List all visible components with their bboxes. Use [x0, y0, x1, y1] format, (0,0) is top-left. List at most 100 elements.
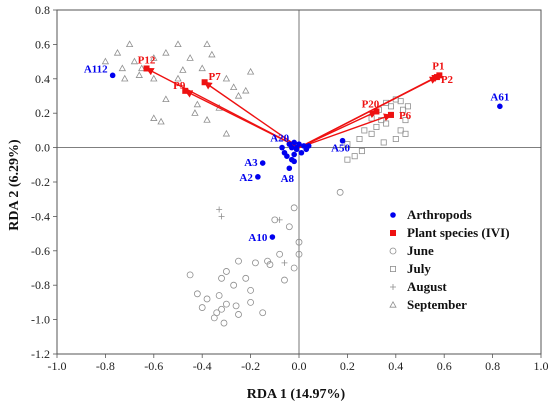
arthropod-point-labeled: [286, 165, 293, 172]
june-sample-point: [222, 268, 230, 275]
x-tick-label: 0.6: [437, 359, 452, 373]
legend-label: Plant species (IVI): [407, 225, 510, 240]
july-sample-point: [368, 130, 375, 137]
y-tick-label: -0.8: [31, 278, 50, 292]
plant-label: P20: [362, 98, 380, 110]
july-sample-point: [356, 135, 363, 142]
y-axis-title: RDA 2 (6.29%): [7, 139, 22, 231]
september-sample-point: [179, 66, 187, 73]
june-sample-point: [230, 281, 238, 289]
june-sample-point: [198, 304, 206, 311]
arthropod-point-labeled: [497, 103, 503, 110]
plant-vectors: [143, 65, 443, 149]
x-tick-label: -0.4: [193, 359, 212, 373]
plant-vector-arrow: [298, 110, 378, 149]
august-sample-point: [276, 216, 283, 223]
arthropod-label: A20: [270, 132, 289, 144]
x-tick-label: 0.4: [388, 359, 403, 373]
plant-vector-arrow: [298, 76, 438, 149]
y-tick-label: 0.0: [35, 141, 50, 155]
arthropod-point: [291, 158, 297, 165]
y-tick-label: -0.6: [31, 244, 50, 258]
x-tick-label: 0.0: [292, 359, 307, 373]
june-sample-point: [281, 276, 288, 284]
arthropod-point: [305, 143, 312, 149]
september-sample-point: [130, 57, 139, 65]
plant-vector-arrow: [298, 113, 392, 149]
june-sample-point: [235, 311, 242, 318]
june-sample-point: [218, 305, 225, 313]
august-sample-point: [216, 206, 223, 213]
x-tick-label: 0.8: [485, 359, 500, 373]
september-sample-point: [138, 64, 146, 72]
september-sample-point: [162, 48, 170, 56]
arthropod-point: [293, 144, 300, 151]
y-tick-label: -1.0: [31, 313, 50, 327]
june-sample-point: [215, 292, 223, 299]
june-sample-point: [290, 264, 298, 272]
september-sample-point: [101, 57, 110, 65]
y-tick-label: -1.2: [31, 347, 50, 361]
august-sample-point: [218, 213, 225, 220]
july-sample-point: [397, 98, 404, 105]
arthropod-point: [291, 151, 297, 158]
arthropod-point-labeled: [109, 72, 116, 79]
legend-marker: [389, 265, 396, 272]
legend-marker: [389, 300, 397, 308]
arthropod-label: A50: [331, 143, 350, 155]
legend: Arthropods Plant species (IVI) June July Aug…: [389, 207, 510, 312]
july-sample-point: [387, 103, 394, 110]
june-sample-point: [218, 274, 225, 282]
june-sample-point: [266, 261, 274, 268]
plant-vector-tip: [387, 111, 394, 118]
arthropod-point: [298, 149, 305, 156]
september-sample-point: [125, 40, 134, 47]
legend-marker: [389, 247, 397, 255]
june-sample-point: [276, 250, 284, 258]
september-sample-point: [157, 117, 165, 125]
september-sample-point: [150, 74, 158, 82]
june-sample-point: [193, 290, 201, 298]
september-sample-point: [162, 95, 170, 103]
july-sample-point: [344, 156, 351, 163]
september-sample-point: [174, 74, 182, 82]
plant-label: P7: [209, 71, 222, 83]
june-sample-point: [222, 300, 230, 308]
june-sample-point: [336, 188, 344, 196]
sample-points: [101, 40, 411, 327]
arthropod-label: A112: [84, 63, 108, 75]
july-sample-point: [368, 115, 375, 122]
x-tick-label: -0.6: [144, 359, 163, 373]
y-tick-label: 0.4: [35, 72, 50, 86]
june-sample-point: [242, 274, 250, 282]
plant-vector-tip: [433, 74, 440, 81]
july-sample-point: [358, 148, 365, 155]
september-sample-point: [121, 74, 129, 82]
september-sample-point: [229, 83, 238, 90]
july-sample-point: [373, 123, 380, 130]
x-tick-label: -0.8: [96, 359, 115, 373]
june-sample-point: [210, 314, 218, 322]
september-sample-point: [191, 109, 199, 116]
plant-label: P6: [399, 110, 412, 122]
june-sample-point: [285, 223, 293, 231]
september-sample-point: [135, 71, 143, 78]
june-sample-point: [232, 302, 240, 310]
september-sample-point: [208, 50, 216, 58]
september-sample-point: [150, 54, 158, 61]
july-sample-point: [397, 127, 404, 134]
arthropod-point: [286, 141, 293, 147]
arthropod-point-labeled: [339, 137, 346, 144]
september-sample-point: [174, 40, 182, 47]
legend-label: Arthropods: [407, 207, 472, 222]
august-sample-point: [281, 259, 288, 266]
x-tick-label: 1.0: [534, 359, 549, 373]
july-sample-point: [383, 99, 390, 106]
june-sample-point: [247, 298, 255, 306]
arthropod-point-labeled: [259, 160, 266, 166]
legend-label: September: [407, 297, 467, 312]
june-sample-point: [235, 257, 242, 265]
july-sample-point: [383, 120, 390, 127]
legend-marker: [390, 230, 396, 236]
